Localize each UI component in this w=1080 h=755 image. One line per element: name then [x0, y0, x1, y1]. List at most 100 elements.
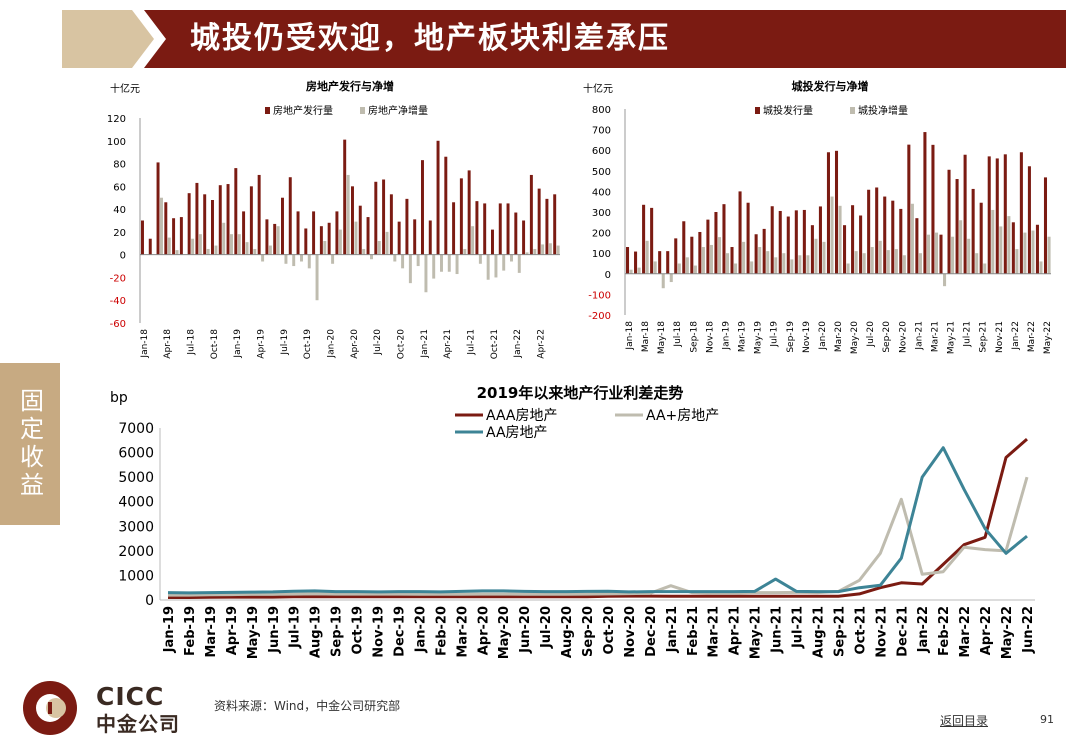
bar — [843, 225, 847, 274]
bar — [343, 139, 347, 255]
x-tick-label: Jan-20 — [413, 606, 428, 653]
y-tick-label: -60 — [110, 319, 126, 330]
bar — [1031, 230, 1035, 274]
bar — [987, 156, 991, 274]
series-line — [168, 476, 1029, 597]
bar — [156, 162, 160, 255]
x-tick-label: Apr-19 — [257, 329, 267, 359]
x-tick-label: Jul-20 — [866, 321, 876, 348]
x-tick-label: Apr-22 — [537, 329, 547, 359]
bar — [141, 220, 144, 255]
bar — [947, 169, 951, 274]
bar — [782, 253, 786, 274]
bar — [1011, 222, 1015, 274]
x-tick-label: Mar-19 — [204, 606, 219, 658]
x-tick-label: Aug-21 — [812, 606, 827, 658]
x-tick-label: Mar-18 — [641, 321, 651, 352]
bar — [529, 174, 533, 255]
bar — [548, 243, 552, 255]
bar — [870, 247, 874, 274]
bar — [486, 254, 490, 280]
bar — [475, 201, 479, 255]
bar — [1035, 224, 1039, 274]
bar — [1007, 216, 1011, 274]
bar — [253, 248, 257, 255]
bar — [794, 210, 798, 274]
bar — [798, 255, 802, 274]
chart-title: 房地产发行与净增 — [306, 79, 394, 93]
bar — [444, 156, 448, 255]
bar — [859, 215, 863, 274]
bar — [734, 263, 738, 274]
x-tick-label: Sep-21 — [979, 321, 989, 353]
bar — [288, 177, 292, 255]
back-to-contents-link[interactable]: 返回目录 — [940, 714, 989, 728]
bar — [265, 219, 269, 255]
bar — [408, 254, 412, 284]
y-tick-label: -200 — [588, 311, 611, 322]
bar — [533, 248, 537, 255]
bar — [175, 250, 179, 255]
y-tick-label: 100 — [107, 137, 126, 148]
bar — [268, 245, 272, 255]
x-tick-label: Sep-19 — [786, 321, 796, 353]
bar — [203, 194, 207, 255]
cicc-logo-icon — [23, 681, 77, 735]
x-tick-label: Mar-21 — [931, 321, 941, 352]
bar — [778, 210, 782, 274]
bar — [826, 152, 830, 274]
bar — [786, 216, 790, 274]
chart-title: 2019年以来地产行业利差走势 — [477, 384, 684, 402]
bar — [669, 273, 673, 283]
x-tick-label: Jul-20 — [373, 329, 383, 356]
bar — [693, 265, 697, 274]
side-tab[interactable] — [0, 363, 60, 525]
bar — [281, 197, 284, 255]
x-tick-label: Jan-22 — [1011, 321, 1021, 351]
x-tick-label: Mar-20 — [834, 321, 844, 352]
x-tick-label: May-19 — [246, 606, 261, 659]
bar — [245, 242, 249, 255]
x-tick-label: Jan-22 — [513, 329, 523, 359]
x-tick-label: Nov-20 — [898, 321, 908, 353]
y-tick-label: 120 — [107, 114, 126, 125]
y-tick-label: 3000 — [118, 519, 154, 535]
bar — [626, 247, 630, 274]
bar — [746, 202, 750, 274]
title-band — [62, 10, 1066, 68]
bar — [758, 247, 762, 274]
bar — [537, 188, 541, 255]
bar — [436, 140, 440, 255]
bar — [541, 244, 545, 255]
bar — [774, 257, 778, 274]
bar — [284, 254, 288, 264]
bar — [498, 203, 502, 255]
x-tick-label: Jul-19 — [770, 321, 780, 348]
bar — [249, 186, 253, 255]
bar — [834, 150, 839, 274]
bar — [1003, 154, 1007, 274]
bar — [907, 144, 911, 274]
bar — [709, 244, 713, 274]
x-tick-label: Mar-20 — [455, 606, 470, 658]
bar — [750, 261, 754, 274]
x-tick-label: Oct-19 — [303, 329, 313, 360]
x-tick-label: Apr-20 — [350, 329, 360, 359]
x-tick-label: Apr-21 — [443, 329, 453, 359]
bar — [428, 220, 432, 255]
x-tick-label: Feb-21 — [686, 606, 701, 656]
bar — [939, 234, 943, 274]
bar — [346, 174, 350, 255]
bar — [726, 253, 730, 274]
bar — [172, 218, 176, 255]
legend-label: AA+房地产 — [646, 408, 719, 424]
bar — [955, 179, 959, 274]
x-tick-label: Apr-18 — [163, 329, 173, 359]
bar — [975, 253, 979, 274]
x-tick-label: Feb-19 — [183, 606, 198, 656]
x-tick-label: May-21 — [749, 606, 764, 659]
bar — [690, 236, 694, 274]
bar — [754, 234, 758, 274]
bar — [374, 181, 378, 255]
bar — [1027, 166, 1031, 274]
